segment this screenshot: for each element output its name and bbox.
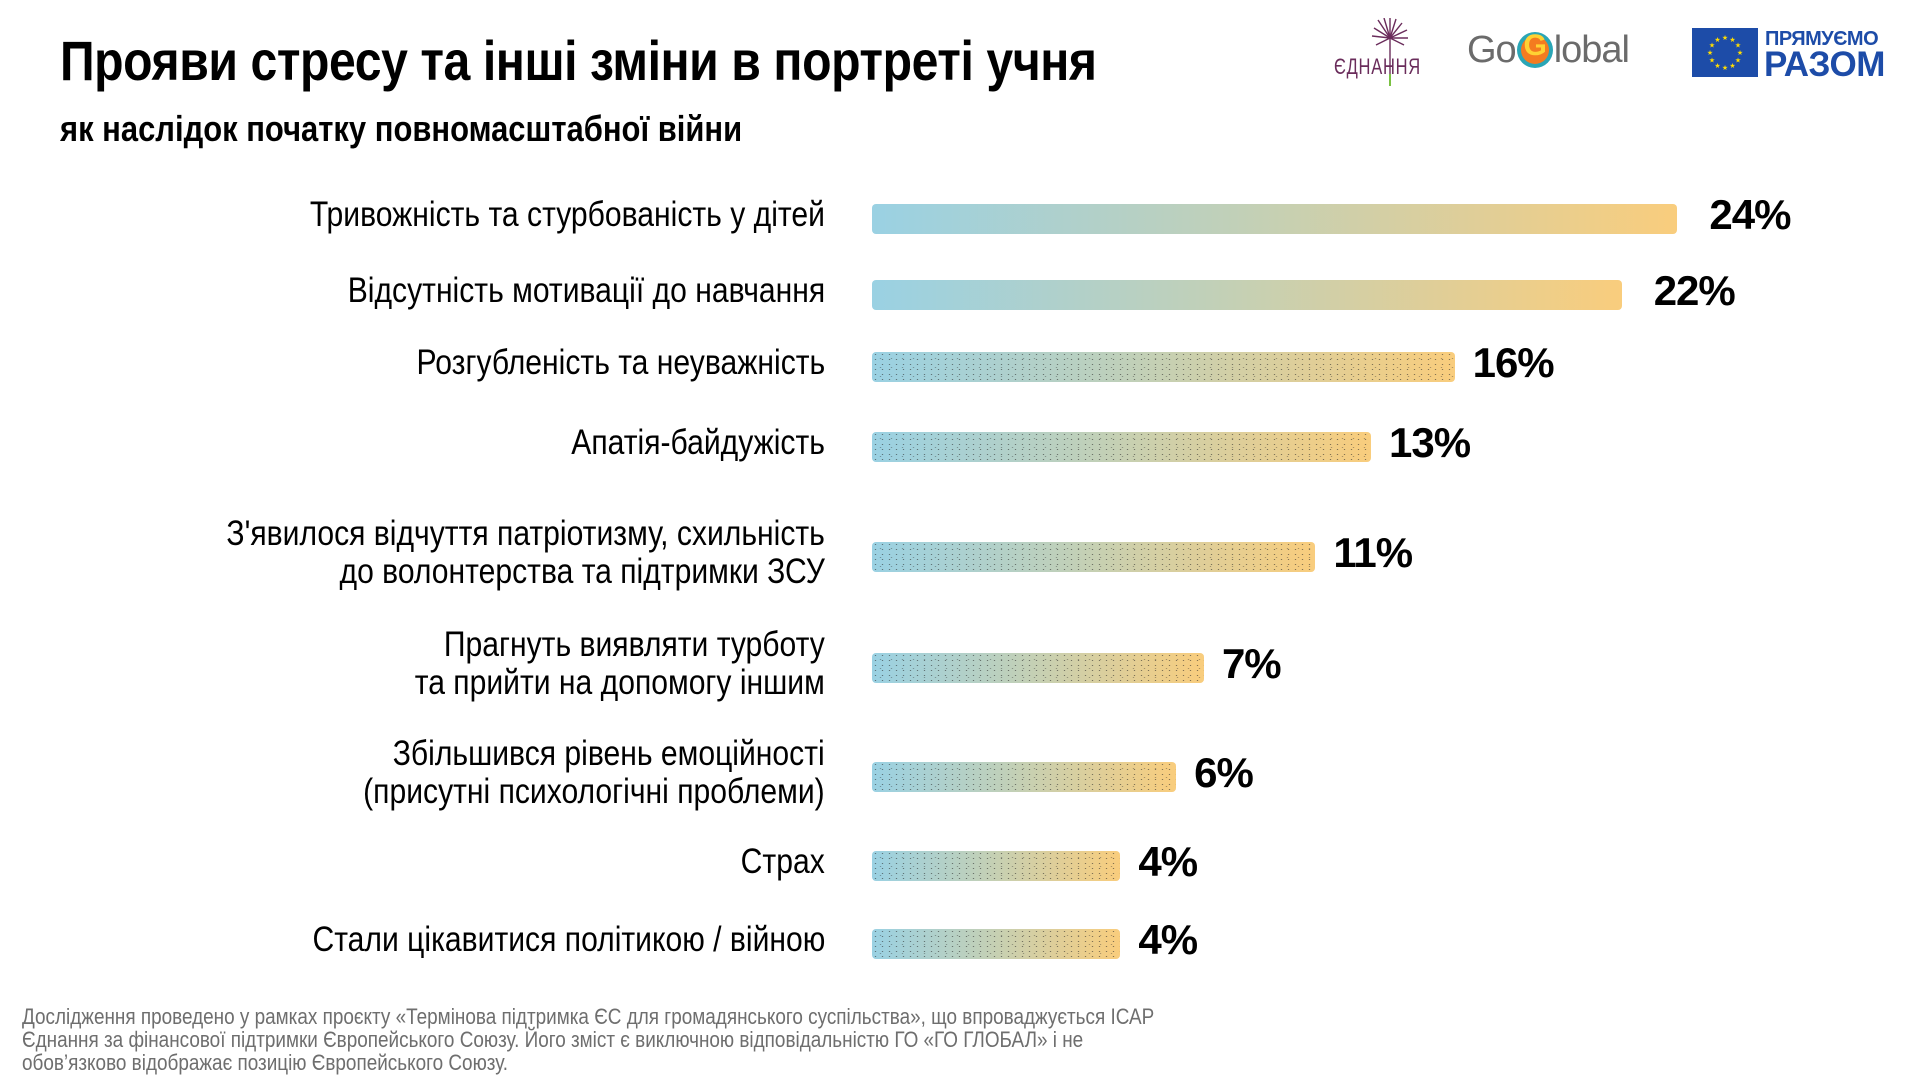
eu-slogan-line2: РАЗОМ [1764, 45, 1885, 84]
eu-star: ★ [1737, 49, 1743, 57]
eu-star: ★ [1735, 42, 1741, 50]
bar [872, 851, 1121, 881]
footer-line: Дослідження проведено у рамках проєкту «… [22, 1004, 1155, 1029]
category-label: Відсутність мотивації до навчання [348, 272, 825, 310]
ednannia-wordmark: ЄДНАННЯ [1334, 54, 1421, 79]
footer-line: Єднання за фінансової підтримки Європейс… [22, 1027, 1084, 1052]
category-label: Прагнуть виявляти турботу та прийти на до… [415, 626, 825, 702]
value-label: 6% [1194, 749, 1254, 796]
category-label-line: (присутні психологічні проблеми) [363, 772, 825, 811]
category-label-line: Страх [740, 842, 825, 881]
eu-star: ★ [1729, 62, 1735, 70]
ednannia-logo: ЄДНАННЯ [1334, 18, 1429, 88]
category-label: Розгубленість та неуважність [416, 344, 825, 382]
bar [872, 929, 1121, 959]
category-label-line: Тривожність та стурбованість у дітей [309, 195, 825, 234]
category-label: Страх [741, 843, 825, 881]
bar [872, 204, 1678, 234]
eu-star: ★ [1735, 57, 1741, 65]
bar [872, 352, 1455, 382]
category-label-line: Прагнуть виявляти турботу [444, 625, 825, 664]
goglobal-text-left: Go [1467, 28, 1517, 71]
value-label: 22% [1653, 267, 1736, 314]
value-label: 16% [1472, 339, 1555, 386]
category-label: Стали цікавитися політикою / війною [312, 921, 825, 959]
eu-star: ★ [1709, 57, 1715, 65]
category-label-line: Стали цікавитися політикою / війною [312, 920, 825, 959]
eu-slogan-line1: ПРЯМУЄМО [1765, 28, 1879, 50]
eu-star: ★ [1709, 42, 1715, 50]
category-label: Тривожність та стурбованість у дітей [310, 196, 825, 234]
value-label: 24% [1709, 191, 1791, 238]
goglobal-g-icon: G [1516, 29, 1553, 68]
value-label: 7% [1221, 640, 1282, 687]
footer-disclaimer: Дослідження проведено у рамках проєкту «… [22, 1005, 1154, 1074]
eu-star: ★ [1729, 36, 1735, 44]
category-label-line: З'явилося відчуття патріотизму, схильніс… [226, 514, 825, 553]
value-label: 13% [1389, 419, 1471, 466]
eu-star: ★ [1722, 34, 1728, 42]
bar [872, 762, 1177, 792]
category-label-line: до волонтерства та підтримки ЗСУ [339, 552, 825, 591]
eu-stars-icon: ★ ★★★★★★★★★★★ [1707, 34, 1743, 72]
page-subtitle: як наслідок початку повномасштабної війн… [60, 108, 743, 149]
bar [872, 653, 1204, 683]
category-label: Апатія-байдужість [571, 424, 825, 462]
dandelion-icon [1371, 18, 1408, 86]
category-label-line: Розгубленість та неуважність [416, 343, 825, 382]
eu-star: ★ [1722, 64, 1728, 72]
category-label: З'явилося відчуття патріотизму, схильніс… [227, 515, 825, 591]
eu-star: ★ [1714, 36, 1720, 44]
goglobal-g-letter: G [1523, 29, 1547, 62]
category-label: Збільшився рівень емоційності (присутні п… [363, 735, 825, 811]
value-label: 4% [1138, 838, 1198, 885]
bar [872, 542, 1316, 572]
category-label-line: Збільшився рівень емоційності [393, 734, 825, 773]
goglobal-text-right: lobal [1553, 28, 1630, 71]
bar [872, 432, 1372, 462]
goglobal-logo: Go G lobal [1467, 28, 1630, 71]
category-label-line: та прийти на допомогу іншим [414, 663, 825, 702]
eu-star: ★ [1707, 49, 1713, 57]
bar [872, 280, 1622, 310]
category-label-line: Відсутність мотивації до навчання [347, 271, 825, 310]
value-label: 11% [1333, 529, 1413, 576]
category-label-line: Апатія-байдужість [571, 423, 825, 462]
eu-star: ★ [1714, 62, 1720, 70]
page-title: Прояви стресу та інші зміни в портреті у… [60, 29, 1097, 92]
value-label: 4% [1138, 916, 1198, 963]
footer-line: обов’язково відображає позицію Європейсь… [22, 1050, 509, 1075]
eu-flag-icon: ★ ★ ★ ★ ★ ★ ★ ★ ★ ★ ★ ★ [1692, 28, 1758, 77]
